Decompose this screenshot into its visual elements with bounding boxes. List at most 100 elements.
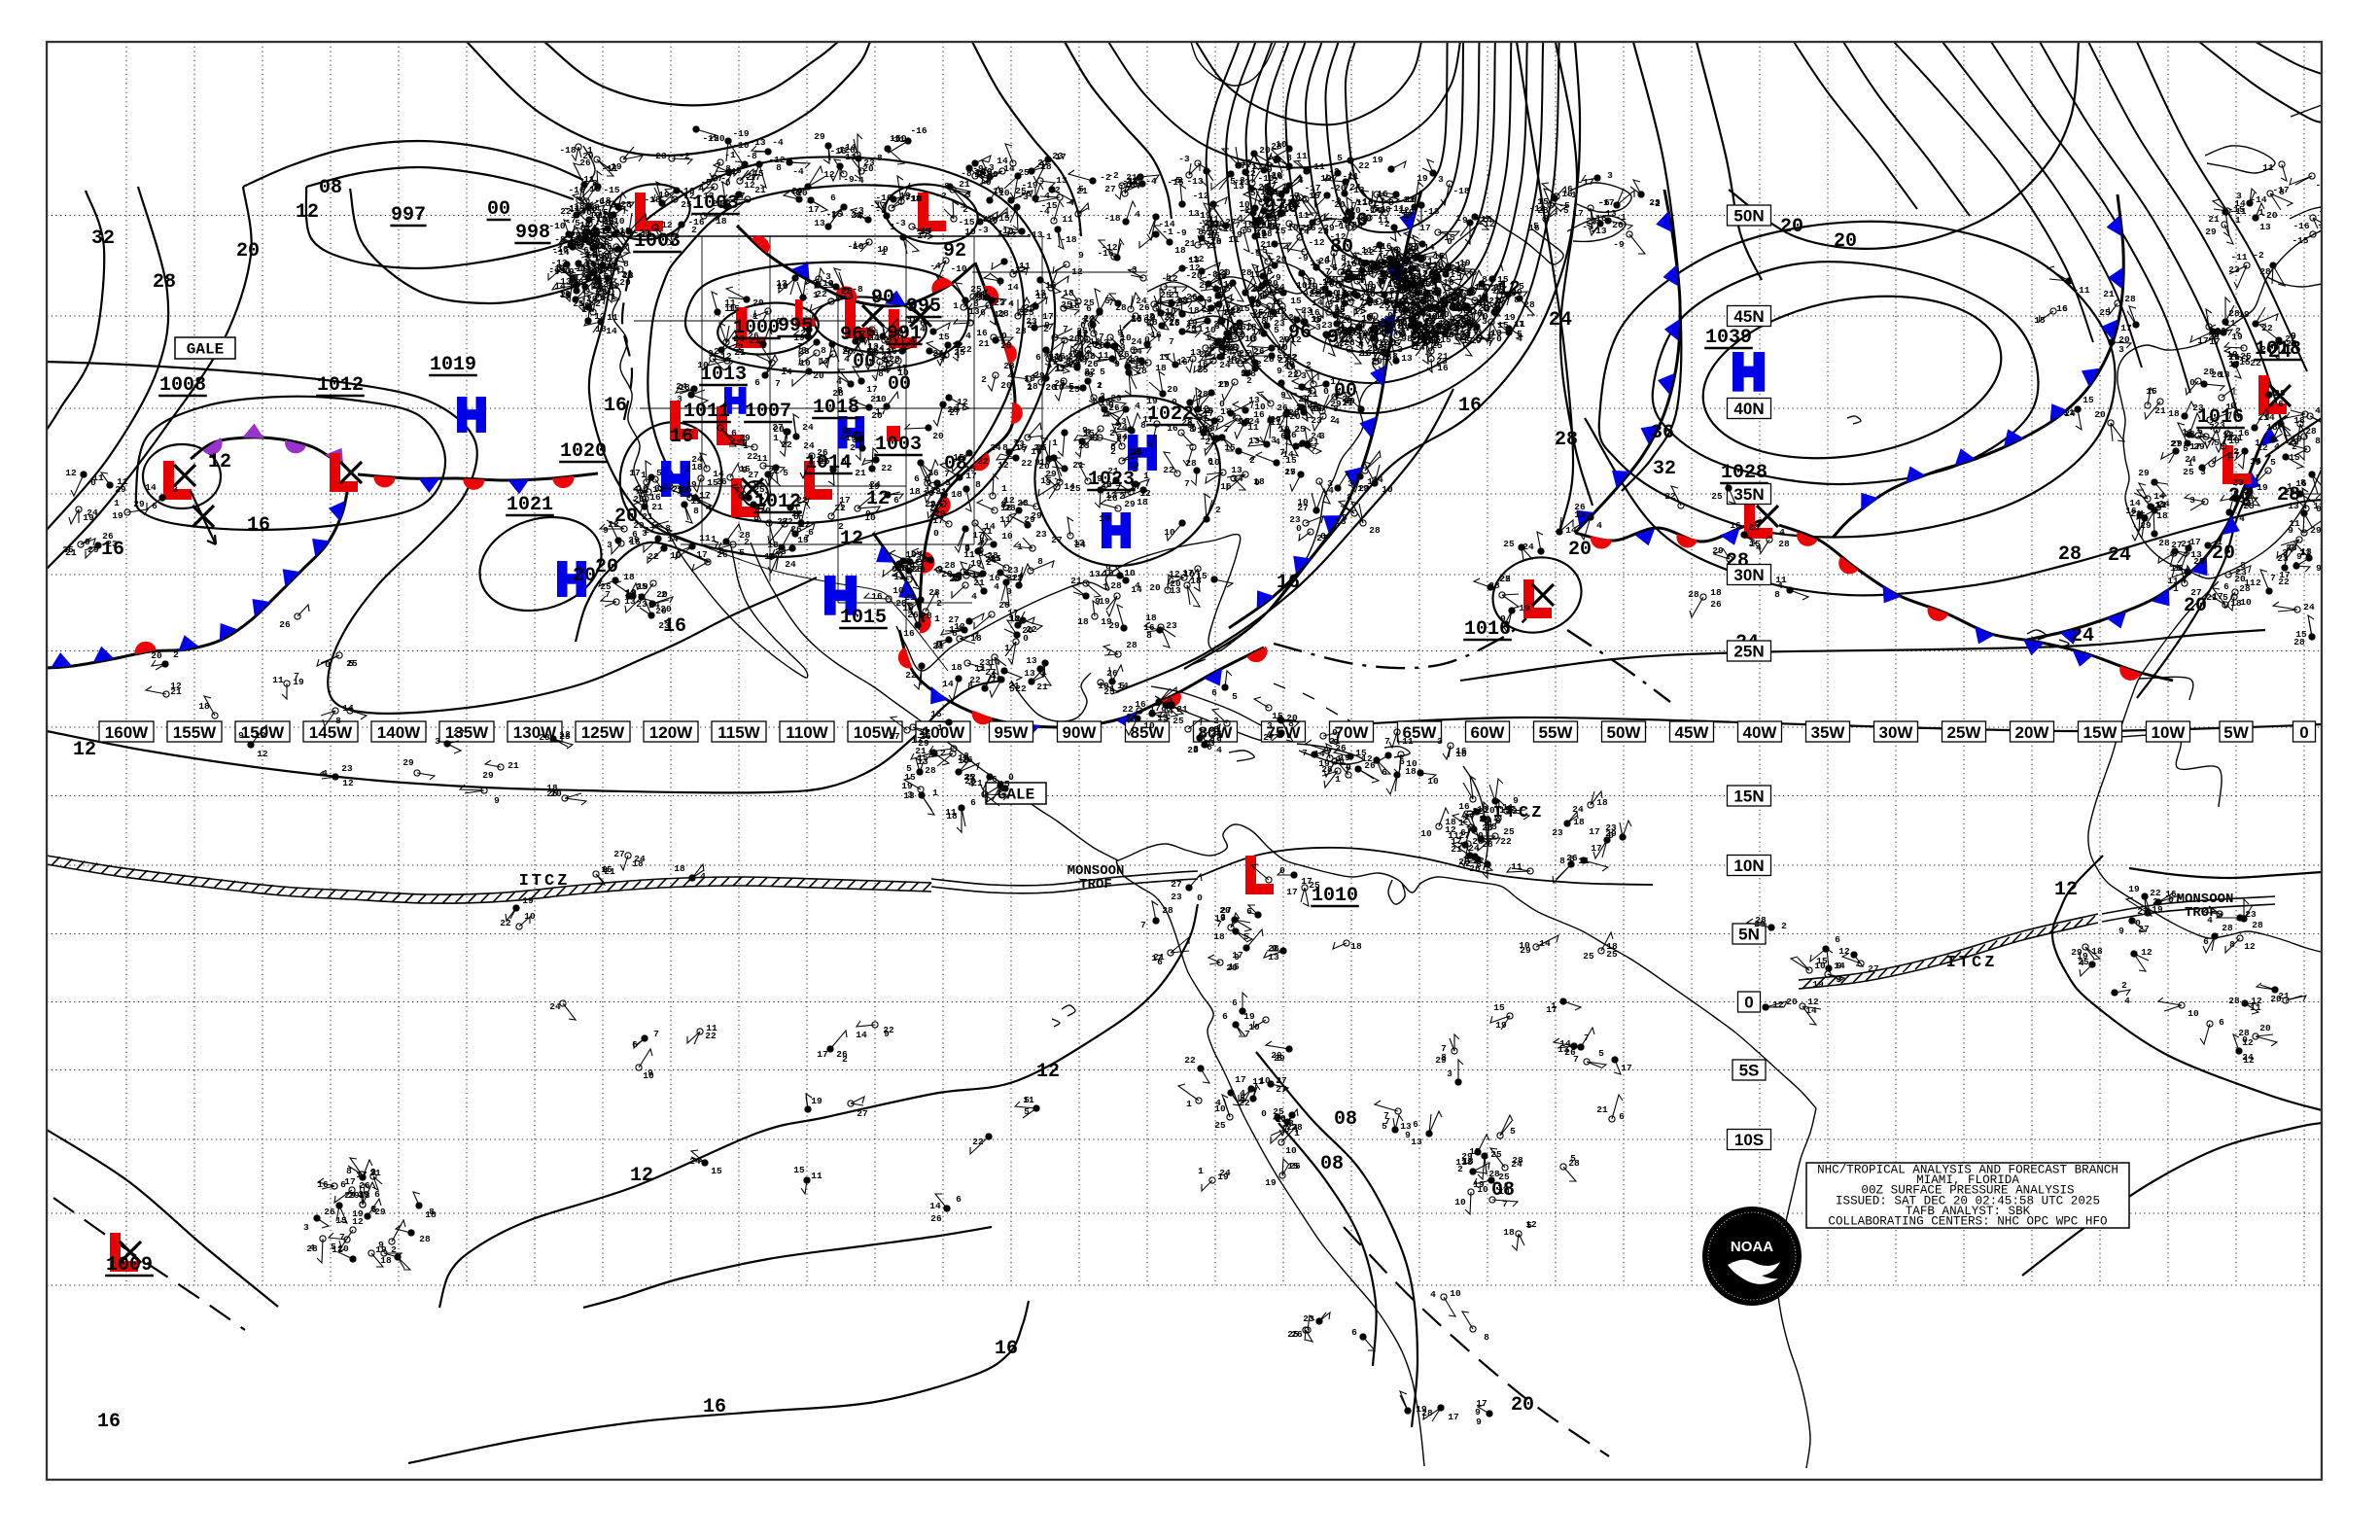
svg-text:-12: -12 (1101, 242, 1117, 253)
svg-text:6: 6 (1208, 456, 1213, 467)
svg-text:22: 22 (881, 463, 892, 473)
svg-text:4: 4 (1291, 314, 1297, 325)
svg-text:-4: -4 (929, 261, 941, 271)
svg-text:5S: 5S (1739, 1062, 1760, 1080)
svg-text:20: 20 (1454, 302, 1466, 313)
svg-text:21: 21 (1596, 1104, 1608, 1115)
svg-text:125W: 125W (581, 723, 625, 742)
svg-text:995: 995 (906, 296, 941, 318)
svg-text:2: 2 (1465, 858, 1471, 869)
svg-text:14: 14 (929, 1201, 941, 1211)
svg-text:12: 12 (1139, 488, 1151, 499)
svg-text:11: 11 (117, 476, 128, 487)
svg-text:COLLABORATING CENTERS: NHC OPC: COLLABORATING CENTERS: NHC OPC WPC HFO (1828, 1215, 2107, 1229)
svg-text:17: 17 (839, 495, 851, 506)
svg-text:10: 10 (1248, 1022, 1260, 1032)
svg-text:25N: 25N (1733, 643, 1764, 661)
svg-text:27: 27 (1276, 1075, 1287, 1086)
svg-text:12: 12 (255, 730, 266, 741)
svg-text:11: 11 (699, 533, 711, 543)
svg-text:6: 6 (914, 473, 920, 484)
svg-text:22: 22 (1286, 352, 1298, 363)
svg-text:14: 14 (1805, 1005, 1817, 1016)
svg-text:-16: -16 (875, 192, 892, 203)
svg-text:40W: 40W (1743, 723, 1778, 742)
svg-text:5: 5 (718, 546, 724, 557)
svg-text:140W: 140W (377, 723, 421, 742)
svg-text:23: 23 (658, 620, 670, 631)
svg-text:8: 8 (665, 523, 671, 534)
svg-text:-9: -9 (1297, 253, 1309, 263)
svg-text:6: 6 (632, 1039, 638, 1050)
svg-text:-8: -8 (961, 168, 972, 179)
svg-text:10: 10 (524, 911, 536, 922)
svg-text:28: 28 (620, 199, 632, 210)
svg-text:17: 17 (1330, 376, 1342, 387)
svg-text:19: 19 (1265, 1177, 1277, 1188)
svg-text:15: 15 (1169, 318, 1180, 329)
svg-text:17: 17 (1621, 1063, 1632, 1073)
svg-text:25: 25 (636, 581, 648, 592)
svg-text:19: 19 (2291, 434, 2302, 444)
svg-text:16: 16 (649, 492, 661, 503)
svg-text:14: 14 (581, 304, 593, 315)
svg-text:0: 0 (2168, 894, 2174, 905)
svg-text:13: 13 (764, 551, 776, 562)
svg-text:10: 10 (1443, 330, 1454, 340)
svg-text:27: 27 (1171, 879, 1182, 890)
svg-text:-5: -5 (1170, 175, 1181, 186)
svg-text:20: 20 (2212, 542, 2235, 565)
svg-text:995: 995 (778, 315, 813, 337)
svg-text:-18: -18 (1452, 186, 1469, 196)
svg-text:5: 5 (656, 468, 662, 478)
svg-text:18: 18 (623, 572, 635, 582)
svg-text:29: 29 (1460, 314, 1472, 325)
svg-text:12: 12 (1049, 185, 1061, 195)
svg-text:25: 25 (919, 227, 930, 237)
svg-text:20: 20 (1511, 1394, 1534, 1417)
svg-text:6: 6 (1277, 1053, 1282, 1064)
svg-text:1020: 1020 (560, 440, 607, 463)
svg-text:4: 4 (1372, 339, 1378, 350)
svg-text:13: 13 (2190, 549, 2202, 560)
svg-text:13: 13 (1024, 668, 1035, 679)
svg-text:92: 92 (943, 240, 966, 262)
svg-text:17: 17 (2209, 336, 2221, 347)
svg-text:9: 9 (2187, 542, 2192, 553)
svg-text:12: 12 (624, 588, 636, 599)
svg-text:29: 29 (2140, 520, 2152, 531)
svg-text:22: 22 (1287, 369, 1299, 380)
svg-text:22: 22 (1307, 400, 1318, 410)
svg-text:4: 4 (1297, 439, 1303, 450)
svg-text:10: 10 (1420, 828, 1432, 839)
svg-text:2: 2 (1097, 380, 1102, 391)
svg-text:-4: -4 (1292, 175, 1304, 186)
svg-text:19: 19 (112, 510, 123, 521)
svg-text:7: 7 (775, 378, 781, 389)
svg-text:22: 22 (1021, 458, 1032, 469)
svg-text:28: 28 (2259, 266, 2271, 277)
svg-text:9: 9 (884, 1029, 890, 1039)
svg-text:7: 7 (1169, 336, 1174, 347)
svg-text:6: 6 (2203, 936, 2209, 947)
svg-text:-13: -13 (1422, 206, 1439, 217)
svg-text:28: 28 (1488, 580, 1500, 591)
svg-text:20: 20 (1568, 539, 1592, 561)
svg-text:1022: 1022 (1147, 403, 1194, 426)
svg-text:1019: 1019 (430, 354, 476, 376)
svg-text:24: 24 (2242, 1052, 2254, 1063)
svg-text:11: 11 (925, 485, 936, 496)
svg-text:5: 5 (1241, 368, 1246, 379)
svg-text:5: 5 (1232, 691, 1238, 702)
svg-text:-1: -1 (828, 282, 840, 293)
svg-text:18: 18 (2293, 415, 2305, 426)
svg-text:6: 6 (992, 774, 998, 785)
svg-text:22: 22 (1500, 836, 1512, 847)
svg-text:10: 10 (799, 358, 811, 368)
svg-text:8: 8 (821, 345, 826, 356)
svg-text:28: 28 (1321, 764, 1333, 775)
svg-text:2: 2 (936, 598, 942, 609)
svg-text:12: 12 (296, 201, 319, 224)
svg-text:4: 4 (2274, 441, 2280, 452)
svg-text:0: 0 (933, 528, 939, 539)
